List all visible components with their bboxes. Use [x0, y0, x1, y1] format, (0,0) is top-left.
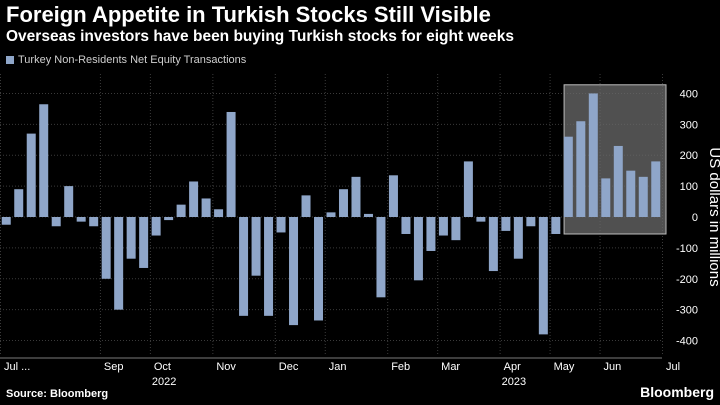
bar: [413, 217, 423, 281]
bar: [351, 176, 361, 217]
bar: [39, 104, 49, 217]
bar: [476, 217, 486, 222]
bar: [139, 217, 149, 268]
bar: [51, 217, 61, 227]
y-tick-label: 400: [680, 88, 698, 100]
bar: [438, 217, 448, 236]
bar: [239, 217, 249, 316]
x-year-label: 2022: [152, 376, 176, 388]
x-tick-label: Jul ...: [4, 361, 30, 373]
bar: [89, 217, 99, 227]
bar: [101, 217, 111, 279]
x-tick-label: Oct: [154, 361, 171, 373]
bar: [651, 161, 661, 217]
bar: [488, 217, 498, 272]
legend: Turkey Non-Residents Net Equity Transact…: [6, 54, 246, 66]
legend-swatch: [6, 56, 14, 64]
bar: [301, 195, 311, 217]
bar: [363, 213, 373, 217]
bar: [251, 217, 261, 276]
bar: [426, 217, 436, 251]
bar: [126, 217, 136, 259]
y-tick-label: 0: [692, 212, 698, 224]
bar: [626, 170, 636, 217]
bar: [189, 181, 199, 217]
bar: [588, 93, 598, 217]
bar: [563, 136, 573, 217]
bar: [401, 217, 411, 234]
bar: [576, 121, 586, 217]
legend-label: Turkey Non-Residents Net Equity Transact…: [18, 54, 247, 66]
bar: [14, 189, 24, 217]
x-tick-label: Nov: [216, 361, 236, 373]
x-tick-label: May: [554, 361, 575, 373]
y-tick-label: 200: [680, 150, 698, 162]
bar: [276, 217, 286, 233]
bar: [613, 145, 623, 217]
bar: [64, 186, 74, 217]
x-year-label: 2023: [502, 376, 526, 388]
x-tick-label: Mar: [441, 361, 460, 373]
y-tick-label: -200: [676, 274, 698, 286]
bar: [114, 217, 124, 310]
bar: [314, 217, 324, 321]
bar: [151, 217, 161, 236]
x-tick-label: Apr: [504, 361, 521, 373]
bar: [551, 217, 561, 234]
y-tick-label: 300: [680, 119, 698, 131]
bar: [451, 217, 461, 241]
bar: [214, 209, 224, 217]
x-tick-label: Jun: [604, 361, 622, 373]
bar: [338, 189, 348, 217]
bar: [1, 217, 11, 225]
bar: [376, 217, 386, 298]
bar: [264, 217, 274, 316]
bar: [176, 204, 186, 217]
bar: [201, 198, 211, 217]
source-note: Source: Bloomberg: [6, 388, 109, 400]
bar: [26, 133, 36, 217]
bar: [388, 175, 398, 217]
y-tick-label: 100: [680, 181, 698, 193]
bloomberg-logo: Bloomberg: [640, 384, 714, 400]
bar: [326, 212, 336, 217]
bar: [513, 217, 523, 259]
bar: [538, 217, 548, 335]
bar: [601, 178, 611, 217]
bar: [76, 217, 86, 222]
y-tick-label: -400: [676, 336, 698, 348]
x-tick-label: Dec: [279, 361, 299, 373]
bar: [463, 161, 473, 217]
x-tick-label: Sep: [104, 361, 124, 373]
x-tick-label: Jan: [329, 361, 347, 373]
y-tick-label: -300: [676, 305, 698, 317]
bar: [164, 217, 174, 221]
y-axis-label: US dollars in millions: [706, 147, 720, 286]
chart-title: Foreign Appetite in Turkish Stocks Still…: [6, 2, 491, 27]
bar: [638, 176, 648, 217]
bar: [226, 111, 236, 217]
bar: [501, 217, 511, 231]
chart-subtitle: Overseas investors have been buying Turk…: [6, 28, 514, 45]
bar: [526, 217, 536, 227]
x-tick-label: Feb: [391, 361, 410, 373]
x-tick-label: Jul: [666, 361, 680, 373]
y-tick-label: -100: [676, 243, 698, 255]
bar: [289, 217, 299, 326]
